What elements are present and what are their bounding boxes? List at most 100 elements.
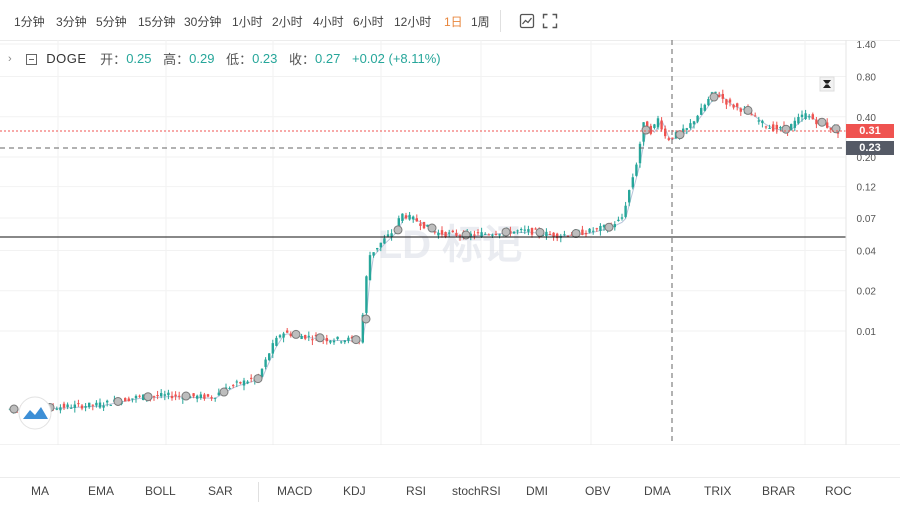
candle-down bbox=[772, 124, 775, 131]
timeframe-15min[interactable]: 15分钟 bbox=[138, 15, 176, 29]
candle-up bbox=[408, 214, 411, 220]
indicator-ma[interactable]: MA bbox=[31, 484, 49, 498]
candle-up bbox=[70, 407, 73, 409]
candle-up bbox=[696, 115, 699, 122]
candle-up bbox=[372, 252, 375, 256]
candle-up bbox=[631, 177, 634, 188]
timeframe-6h[interactable]: 6小时 bbox=[353, 15, 384, 29]
candle-up bbox=[703, 104, 706, 111]
candle-down bbox=[581, 229, 584, 235]
event-marker bbox=[427, 223, 437, 233]
brand-logo-icon bbox=[18, 396, 52, 430]
candle-up bbox=[599, 226, 602, 231]
candle-down bbox=[444, 232, 447, 237]
candle-up bbox=[214, 397, 217, 399]
event-marker bbox=[641, 125, 651, 135]
timeframe-2h[interactable]: 2小时 bbox=[272, 15, 303, 29]
candlestick-chart[interactable]: LD 标记 1.400.800.400.200.120.070.040.020.… bbox=[0, 40, 900, 445]
timeframe-1min[interactable]: 1分钟 bbox=[14, 15, 45, 29]
candle-up bbox=[757, 120, 760, 122]
timeframe-1w[interactable]: 1周 bbox=[471, 15, 490, 29]
indicator-boll[interactable]: BOLL bbox=[145, 484, 176, 498]
candle-down bbox=[239, 381, 242, 384]
indicator-sar[interactable]: SAR bbox=[208, 484, 233, 498]
candle-up bbox=[401, 213, 404, 221]
candle-up bbox=[448, 232, 451, 234]
candle-down bbox=[671, 137, 674, 139]
indicator-trix[interactable]: TRIX bbox=[704, 484, 732, 498]
candle-down bbox=[91, 404, 94, 406]
timeframe-1d[interactable]: 1日 bbox=[444, 15, 463, 29]
indicator-ema[interactable]: EMA bbox=[88, 484, 115, 498]
current-price-value: 0.31 bbox=[859, 125, 881, 137]
candle-down bbox=[250, 377, 253, 379]
high-value: 0.29 bbox=[189, 51, 215, 66]
fullscreen-icon[interactable] bbox=[542, 13, 558, 29]
indicator-dmi[interactable]: DMI bbox=[526, 484, 548, 498]
candle-down bbox=[764, 126, 768, 128]
candle-up bbox=[368, 255, 372, 281]
candle-up bbox=[235, 381, 238, 383]
candle-up bbox=[217, 392, 220, 396]
candle-up bbox=[98, 402, 102, 408]
candle-down bbox=[304, 335, 307, 339]
legend-hide-icon[interactable] bbox=[25, 54, 37, 65]
candle-up bbox=[793, 120, 796, 128]
scroll-to-latest-icon[interactable] bbox=[819, 76, 835, 92]
current-price-tag: 0.31 bbox=[846, 124, 894, 138]
candle-down bbox=[739, 108, 742, 112]
candle-up bbox=[347, 337, 350, 341]
candle-up bbox=[620, 217, 624, 219]
candle-up bbox=[163, 394, 166, 396]
legend-collapse-icon[interactable]: › bbox=[8, 52, 12, 65]
candle-down bbox=[210, 397, 213, 399]
candle-up bbox=[55, 408, 58, 410]
timeframe-4h[interactable]: 4小时 bbox=[313, 15, 344, 29]
candle-up bbox=[73, 404, 76, 408]
indicator-roc[interactable]: ROC bbox=[825, 484, 852, 498]
candle-up bbox=[332, 340, 336, 343]
candle-up bbox=[426, 224, 429, 227]
indicator-kdj[interactable]: KDJ bbox=[343, 484, 366, 498]
candle-down bbox=[455, 233, 458, 236]
candle-up bbox=[160, 393, 163, 397]
candle-down bbox=[494, 233, 498, 235]
candle-down bbox=[440, 230, 444, 235]
indicator-stochrsi[interactable]: stochRSI bbox=[452, 484, 501, 498]
indicator-rsi[interactable]: RSI bbox=[406, 484, 427, 498]
indicator-dma[interactable]: DMA bbox=[644, 484, 671, 498]
candle-up bbox=[365, 276, 368, 313]
timeframe-30min[interactable]: 30分钟 bbox=[184, 15, 222, 29]
candle-down bbox=[815, 119, 818, 125]
candle-down bbox=[415, 218, 418, 222]
candle-up bbox=[437, 232, 440, 236]
candle-down bbox=[174, 394, 177, 397]
candle-down bbox=[476, 232, 480, 234]
timeframe-1h[interactable]: 1小时 bbox=[232, 15, 263, 29]
candle-up bbox=[260, 368, 264, 377]
candle-up bbox=[228, 388, 231, 390]
indicator-obv[interactable]: OBV bbox=[585, 484, 611, 498]
candle-up bbox=[329, 340, 332, 343]
timeframe-12h[interactable]: 12小时 bbox=[394, 15, 432, 29]
candle-down bbox=[152, 396, 156, 398]
candle-down bbox=[736, 103, 739, 107]
timeframe-3min[interactable]: 3分钟 bbox=[56, 15, 87, 29]
timeframe-5min[interactable]: 5分钟 bbox=[96, 15, 127, 29]
event-marker bbox=[291, 329, 301, 339]
indicator-brar[interactable]: BRAR bbox=[762, 484, 796, 498]
candle-up bbox=[268, 353, 271, 361]
candle-down bbox=[646, 121, 649, 130]
chart-type-icon[interactable] bbox=[519, 13, 535, 29]
candle-up bbox=[102, 405, 105, 408]
close-label: 收： bbox=[289, 52, 316, 67]
candle-up bbox=[390, 233, 393, 238]
event-marker bbox=[113, 396, 123, 406]
candle-up bbox=[588, 228, 591, 233]
candle-up bbox=[383, 238, 386, 244]
candle-down bbox=[311, 339, 314, 341]
candle-up bbox=[246, 381, 249, 384]
candle-up bbox=[707, 98, 710, 106]
indicator-macd[interactable]: MACD bbox=[277, 484, 313, 498]
candle-up bbox=[109, 404, 112, 406]
